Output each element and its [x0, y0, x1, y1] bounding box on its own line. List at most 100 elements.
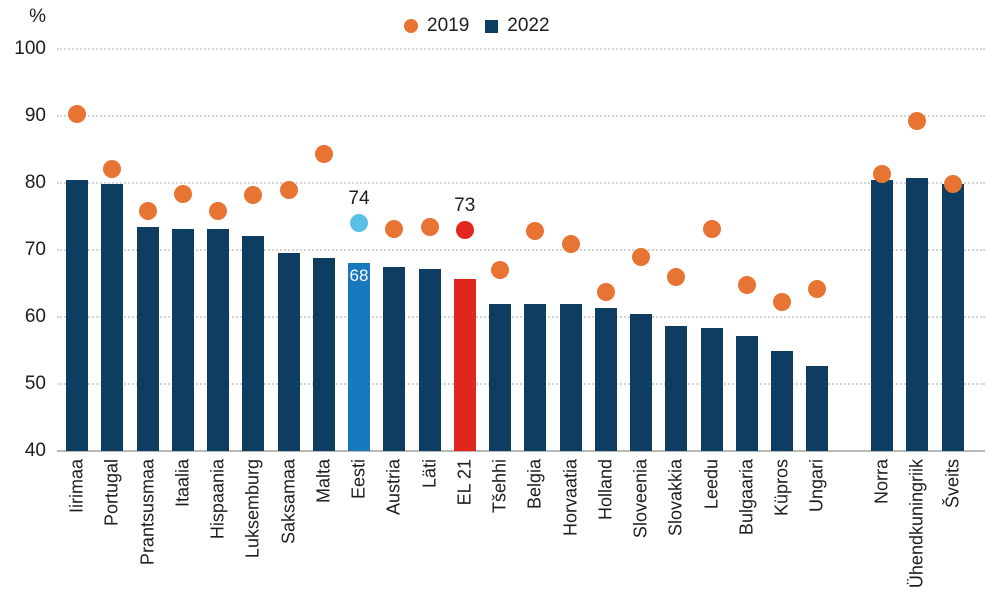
- bar-eesti: [348, 263, 370, 451]
- bar-portugal: [101, 183, 124, 451]
- legend-label: 2019: [427, 15, 470, 36]
- legend-item-2022: 2022: [485, 15, 550, 37]
- dot-holland: [596, 282, 615, 301]
- bar-sloveenia: [630, 314, 652, 451]
- bar--hendkuningriik: [906, 177, 929, 451]
- legend-label: 2022: [507, 15, 550, 36]
- y-tick-label-50: 50: [24, 373, 46, 394]
- bar-austria: [383, 266, 406, 451]
- dot-iirimaa: [68, 104, 86, 123]
- y-tick-label-90: 90: [24, 105, 46, 126]
- x-label-iirimaa: Iirimaa: [66, 459, 87, 514]
- x-label-hispaania: Hispaania: [207, 459, 228, 540]
- gridline-60: [57, 316, 985, 318]
- x-label-austria: Austria: [383, 459, 404, 516]
- y-tick-label-60: 60: [24, 306, 46, 327]
- x-label-ungari: Ungari: [806, 459, 827, 513]
- legend-square-icon: [485, 19, 499, 33]
- dot-hispaania: [209, 202, 227, 221]
- x-label-t-ehhi: Tšehhi: [489, 459, 510, 514]
- dot-l-ti: [420, 218, 439, 237]
- x-label-portugal: Portugal: [101, 459, 122, 527]
- dot--veits: [943, 175, 962, 194]
- dot-slovakkia: [667, 267, 686, 286]
- gridline-80: [57, 182, 985, 184]
- dot-horvaatia: [561, 234, 580, 253]
- x-label-horvaatia: Horvaatia: [560, 459, 580, 537]
- dot-eesti: [350, 214, 368, 233]
- x-label-prantsusmaa: Prantsusmaa: [137, 459, 157, 566]
- dot-saksamaa: [279, 181, 298, 200]
- x-label-luksemburg: Luksemburg: [242, 459, 263, 559]
- bar-luksemburg: [242, 235, 265, 451]
- dot-belgia: [526, 222, 545, 241]
- bar-el-21: [453, 279, 476, 451]
- x-label--hendkuningriik: Ühendkuningriik: [906, 459, 927, 589]
- bar-itaalia: [171, 229, 194, 451]
- x-label-leedu: Leedu: [701, 459, 721, 510]
- y-tick-label-40: 40: [24, 440, 46, 461]
- bar-saksamaa: [277, 252, 300, 451]
- dot-itaalia: [173, 185, 192, 204]
- gridline-70: [57, 249, 985, 251]
- bar-ungari: [806, 365, 829, 451]
- dot-portugal: [103, 159, 122, 178]
- bar-value-label-eesti: 68: [349, 266, 369, 286]
- bar--veits: [941, 183, 964, 451]
- bar-horvaatia: [559, 303, 582, 451]
- dot-norra: [873, 165, 891, 184]
- y-tick-label-70: 70: [24, 239, 46, 260]
- x-label-norra: Norra: [871, 459, 892, 505]
- y-tick-label-80: 80: [24, 172, 46, 193]
- dot-luksemburg: [244, 186, 263, 205]
- x-label-sloveenia: Sloveenia: [630, 459, 651, 539]
- dot--hendkuningriik: [908, 111, 927, 130]
- dot-malta: [314, 145, 333, 164]
- gridline-50: [57, 383, 985, 385]
- dot-value-label-eesti: 74: [348, 188, 370, 210]
- bar-malta: [312, 258, 335, 451]
- bar-leedu: [700, 328, 723, 451]
- bar-bulgaaria: [735, 336, 758, 451]
- dot-leedu: [702, 219, 721, 238]
- x-label-k-pros: Küpros: [771, 459, 792, 517]
- bar-prantsusmaa: [136, 226, 159, 451]
- y-axis-unit-label: %: [29, 6, 46, 27]
- bar-k-pros: [771, 350, 793, 451]
- x-label-l-ti: Läti: [419, 459, 439, 489]
- legend-item-2019: 2019: [404, 15, 469, 37]
- gridline-90: [57, 115, 985, 117]
- gridline-100: [57, 48, 985, 50]
- bar-iirimaa: [66, 179, 88, 451]
- bar-holland: [594, 308, 617, 451]
- x-label-el-21: EL 21: [454, 459, 475, 506]
- dot-k-pros: [773, 292, 791, 311]
- x-label-holland: Holland: [595, 459, 616, 521]
- legend: 2019 2022: [404, 15, 550, 37]
- x-axis-line: [57, 450, 985, 452]
- bar-norra: [871, 180, 893, 451]
- x-label-eesti: Eesti: [348, 459, 369, 500]
- dot-value-label-el-21: 73: [454, 194, 476, 216]
- x-label-malta: Malta: [313, 459, 334, 504]
- dot-ungari: [808, 279, 827, 298]
- x-label-belgia: Belgia: [524, 459, 545, 510]
- bar-l-ti: [418, 268, 441, 451]
- x-label-itaalia: Itaalia: [172, 459, 193, 508]
- dot-el-21: [455, 220, 474, 239]
- y-tick-label-100: 100: [14, 38, 46, 59]
- bar-slovakkia: [665, 326, 688, 451]
- dot-t-ehhi: [491, 261, 509, 280]
- x-label-saksamaa: Saksamaa: [278, 459, 298, 545]
- dot-prantsusmaa: [138, 202, 157, 221]
- bar-t-ehhi: [489, 303, 511, 451]
- x-label-bulgaaria: Bulgaaria: [736, 459, 757, 536]
- dot-austria: [385, 220, 404, 239]
- legend-dot-icon: [404, 19, 418, 33]
- x-label-slovakkia: Slovakkia: [665, 459, 686, 537]
- bar-hispaania: [207, 229, 229, 451]
- dot-sloveenia: [632, 248, 650, 267]
- bar-belgia: [524, 303, 547, 451]
- x-label--veits: Šveits: [942, 459, 962, 509]
